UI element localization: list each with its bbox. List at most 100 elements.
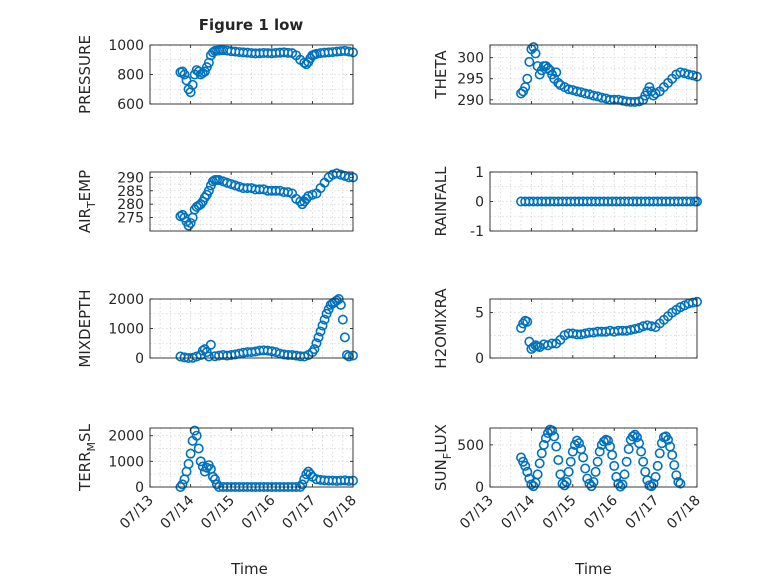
data-point [631, 432, 642, 443]
data-point [183, 220, 194, 231]
y-axis-label: AIRTEMP [76, 170, 98, 233]
data-point [617, 479, 628, 490]
data-point [594, 446, 605, 457]
axes-frame [149, 427, 354, 488]
axes-frame [489, 298, 698, 359]
data-point [648, 478, 659, 489]
y-tick-label: 275 [117, 211, 144, 227]
data-point [654, 448, 665, 459]
data-point [295, 196, 306, 207]
data-point [553, 455, 564, 466]
data-point [636, 446, 647, 457]
y-tick-label: 290 [117, 170, 144, 186]
data-point [297, 479, 308, 490]
series-markers [516, 196, 702, 207]
y-axis-label: RAINFALL [432, 166, 450, 237]
y-tick-label: 1000 [108, 322, 144, 338]
data-point [669, 460, 680, 471]
data-point [305, 469, 316, 480]
data-point [311, 338, 322, 349]
y-tick-label: 2000 [108, 292, 144, 308]
data-point [522, 466, 533, 477]
y-tick-label: 1 [475, 165, 484, 181]
data-point [205, 339, 216, 350]
y-tick-label: 300 [457, 51, 484, 67]
axes-frame [149, 171, 354, 232]
data-point [590, 466, 601, 477]
data-point [549, 431, 560, 442]
data-point [532, 469, 543, 480]
series-markers [175, 293, 358, 363]
data-point [209, 474, 220, 485]
series-markers [175, 45, 358, 98]
data-point [335, 299, 346, 310]
y-tick-label: 2000 [108, 429, 144, 445]
y-axis-label: PRESSURE [76, 35, 94, 114]
data-point [652, 460, 663, 471]
data-point [561, 476, 572, 487]
y-tick-label: 1000 [108, 454, 144, 470]
subplot-2: 290 295 300 THETA [432, 42, 702, 109]
data-point [629, 429, 640, 440]
data-point [538, 439, 549, 450]
data-point [524, 56, 535, 67]
subplot-4: -1 0 1 RAINFALL [432, 165, 702, 240]
data-point [574, 438, 585, 449]
grid-lines [489, 45, 698, 104]
data-point [675, 478, 686, 489]
y-tick-label: 800 [117, 68, 144, 84]
data-point [627, 431, 638, 442]
data-point [191, 430, 202, 441]
subplot-6: 0 5 H2OMIXRA [432, 288, 702, 369]
figure-title: Figure 1 low [199, 16, 304, 34]
y-axis-label: H2OMIXRA [432, 288, 450, 369]
series-markers [175, 168, 358, 231]
data-point [621, 456, 632, 467]
data-point [534, 458, 545, 469]
data-point [673, 476, 684, 487]
data-point [530, 48, 541, 59]
data-point [547, 338, 558, 349]
data-point [571, 435, 582, 446]
data-point [195, 456, 206, 467]
data-point [183, 458, 194, 469]
axes-frame [489, 427, 698, 488]
data-point [211, 479, 222, 490]
series-markers [516, 424, 686, 492]
y-tick-label: 0 [475, 195, 484, 211]
y-axis-label: THETA [432, 50, 450, 100]
y-tick-label: 0 [475, 351, 484, 367]
subplot-1: 600 800 1000 PRESSURE [76, 35, 358, 114]
data-point [619, 469, 630, 480]
data-point [319, 314, 330, 325]
data-point [667, 449, 678, 460]
y-tick-label: 285 [117, 184, 144, 200]
data-point [609, 460, 620, 471]
data-point [602, 435, 613, 446]
y-axis-label: MIXDEPTH [76, 289, 94, 367]
data-point [623, 444, 634, 455]
y-axis-label: SUNFLUX [432, 424, 454, 491]
data-point [528, 342, 539, 353]
data-point [301, 469, 312, 480]
data-point [607, 449, 618, 460]
data-point [522, 73, 533, 84]
data-point [565, 456, 576, 467]
data-point [638, 456, 649, 467]
data-point [179, 69, 190, 80]
data-point [528, 42, 539, 53]
y-tick-label: 295 [457, 72, 484, 88]
axes-frame [489, 44, 698, 105]
data-point [592, 456, 603, 467]
y-tick-label: 280 [117, 197, 144, 213]
data-point [177, 479, 188, 490]
data-point [315, 326, 326, 337]
data-point [207, 471, 218, 482]
y-tick-label: -1 [470, 224, 484, 240]
data-point [578, 452, 589, 463]
y-tick-label: 5 [475, 306, 484, 322]
data-point [663, 434, 674, 445]
data-point [313, 332, 324, 343]
data-point [551, 67, 562, 78]
data-point [203, 351, 214, 362]
